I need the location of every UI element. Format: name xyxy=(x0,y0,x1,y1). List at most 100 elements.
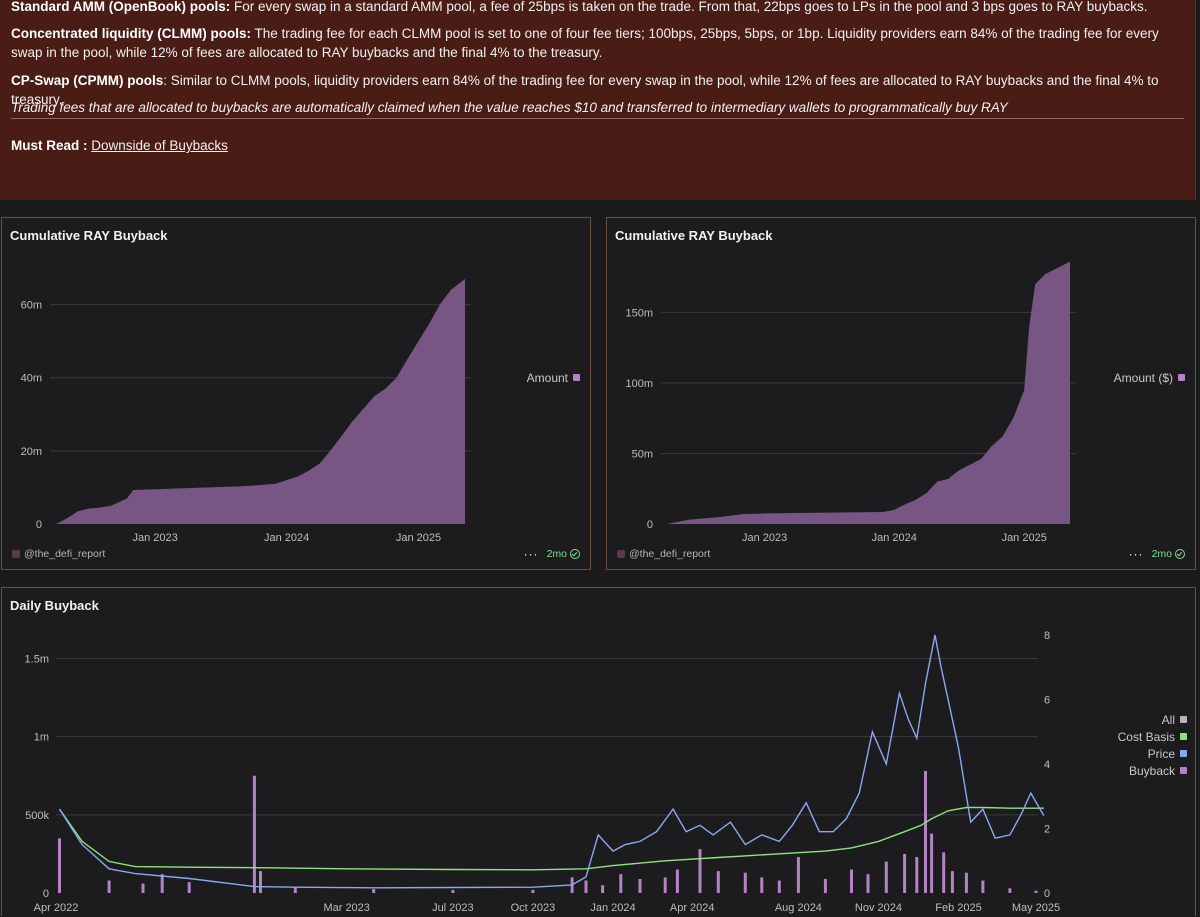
buyback-bar xyxy=(760,877,764,893)
cost-basis-line xyxy=(58,806,1044,871)
legend: Amount ($) xyxy=(1114,371,1185,385)
buyback-bar xyxy=(796,857,800,893)
note-cpmm-text: : Similar to CLMM pools, liquidity provi… xyxy=(11,73,1159,107)
x-tick-label: Jan 2024 xyxy=(872,532,917,544)
buyback-bar xyxy=(930,833,934,893)
chart-footer-controls: ··· 2mo xyxy=(1129,547,1185,561)
buyback-bar xyxy=(850,869,853,893)
description-note: Standard AMM (OpenBook) pools: For every… xyxy=(0,0,1196,200)
buyback-bar xyxy=(777,880,781,893)
note-clmm-text: The trading fee for each CLMM pool is se… xyxy=(11,26,1159,60)
daily-buyback-panel: Daily Buyback 0 500k 1m 1.5m 0 2 4 6 8 Apr 2022 Ma… xyxy=(1,587,1196,916)
buyback-bar xyxy=(924,771,927,893)
cumulative-ray-buyback-amount-panel: Cumulative RAY Buyback 0 20m 40m 60m Jan 202… xyxy=(1,217,591,570)
y-right-tick-label: 2 xyxy=(1044,824,1050,836)
author-credit[interactable]: @the_defi_report xyxy=(617,548,710,560)
x-tick-label: Jan 2025 xyxy=(396,532,441,544)
buyback-bar xyxy=(1034,890,1038,893)
buyback-bar xyxy=(58,838,61,893)
legend: Amount xyxy=(527,371,580,385)
x-tick-label: Oct 2023 xyxy=(511,902,556,914)
buyback-bar xyxy=(252,775,256,893)
note-standard-amm: Standard AMM (OpenBook) pools: For every… xyxy=(11,0,1184,16)
legend-swatch xyxy=(1178,374,1185,381)
check-circle-icon xyxy=(1175,549,1185,559)
chart-title: Cumulative RAY Buyback xyxy=(10,228,168,243)
freshness-label: 2mo xyxy=(546,548,567,560)
buyback-bar xyxy=(866,874,870,893)
chart-title: Cumulative RAY Buyback xyxy=(615,228,773,243)
y-left-tick-label: 1m xyxy=(34,732,49,744)
x-tick-label: Jan 2025 xyxy=(1002,532,1047,544)
author-avatar-icon xyxy=(617,550,625,558)
y-right-tick-label: 6 xyxy=(1044,695,1050,707)
buyback-bar xyxy=(698,849,702,893)
more-options-icon[interactable]: ··· xyxy=(1128,547,1144,561)
legend-label: Cost Basis xyxy=(1118,730,1175,744)
freshness-badge[interactable]: 2mo xyxy=(1152,548,1185,560)
y-tick-label: 0 xyxy=(647,519,653,531)
check-circle-icon xyxy=(570,549,580,559)
x-tick-label: May 2025 xyxy=(1012,902,1060,914)
y-right-tick-label: 4 xyxy=(1044,759,1050,771)
legend-label: Amount xyxy=(527,371,569,385)
y-tick-label: 100m xyxy=(625,378,653,390)
note-cpmm-heading: CP-Swap (CPMM) pools xyxy=(11,73,164,88)
legend-swatch xyxy=(1180,716,1187,723)
buyback-bar xyxy=(619,874,623,893)
legend-swatch xyxy=(1180,750,1187,757)
freshness-label: 2mo xyxy=(1151,548,1172,560)
buyback-bar xyxy=(675,869,679,893)
legend-label: Price xyxy=(1148,747,1176,761)
x-tick-label: Nov 2024 xyxy=(855,902,902,914)
buyback-bar xyxy=(1008,888,1012,893)
author-avatar-icon xyxy=(12,550,20,558)
buyback-bar xyxy=(663,877,667,893)
legend-swatch xyxy=(573,374,580,381)
y-tick-label: 40m xyxy=(21,373,42,385)
legend-swatch xyxy=(1180,733,1187,740)
author-name: @the_defi_report xyxy=(24,548,106,560)
buyback-bar xyxy=(531,889,535,893)
y-tick-label: 60m xyxy=(21,300,42,312)
legend-label: Buyback xyxy=(1129,764,1176,778)
x-tick-label: Aug 2024 xyxy=(775,902,822,914)
note-clmm: Concentrated liquidity (CLMM) pools: The… xyxy=(11,24,1171,62)
buyback-bar xyxy=(107,880,111,893)
buyback-bar xyxy=(950,871,954,893)
note-divider xyxy=(11,118,1184,119)
note-standard-amm-heading: Standard AMM (OpenBook) pools: xyxy=(11,0,231,14)
buyback-bar xyxy=(981,880,985,893)
price-line xyxy=(58,634,1045,889)
x-tick-label: Jan 2024 xyxy=(264,532,309,544)
buyback-bar xyxy=(964,872,968,893)
cumulative-usd-chart: 0 50m 100m 150m Jan 2023 Jan 2024 Jan 2025 Amou… xyxy=(625,261,1185,544)
buyback-bar xyxy=(915,857,919,893)
y-left-tick-label: 500k xyxy=(25,810,49,822)
y-left-tick-label: 1.5m xyxy=(25,653,49,665)
cumulative-ray-buyback-usd-panel: Cumulative RAY Buyback 0 50m 100m 150m Jan 2… xyxy=(606,217,1196,570)
freshness-badge[interactable]: 2mo xyxy=(547,548,580,560)
must-read: Must Read : Downside of Buybacks xyxy=(11,136,228,155)
x-tick-label: Jan 2023 xyxy=(132,532,177,544)
legend-label: Amount ($) xyxy=(1114,371,1173,385)
buyback-bar xyxy=(743,872,747,893)
chart-footer-controls: ··· 2mo xyxy=(524,547,580,561)
buyback-bar xyxy=(601,885,605,893)
more-options-icon[interactable]: ··· xyxy=(523,547,539,561)
buyback-bar xyxy=(884,861,888,893)
buyback-bar xyxy=(823,878,827,893)
buyback-bar xyxy=(716,871,720,893)
y-tick-label: 20m xyxy=(21,446,42,458)
area-series xyxy=(667,261,1070,524)
y-tick-label: 50m xyxy=(632,448,653,460)
y-right-tick-label: 0 xyxy=(1044,888,1050,900)
note-standard-amm-text: For every swap in a standard AMM pool, a… xyxy=(230,0,1148,14)
buyback-bar xyxy=(451,889,455,893)
y-left-tick-label: 0 xyxy=(43,888,49,900)
author-credit[interactable]: @the_defi_report xyxy=(12,548,105,560)
x-tick-label: Mar 2023 xyxy=(323,902,369,914)
legend-swatch xyxy=(1180,767,1187,774)
chart-title: Daily Buyback xyxy=(10,598,99,613)
downside-of-buybacks-link[interactable]: Downside of Buybacks xyxy=(91,138,228,153)
